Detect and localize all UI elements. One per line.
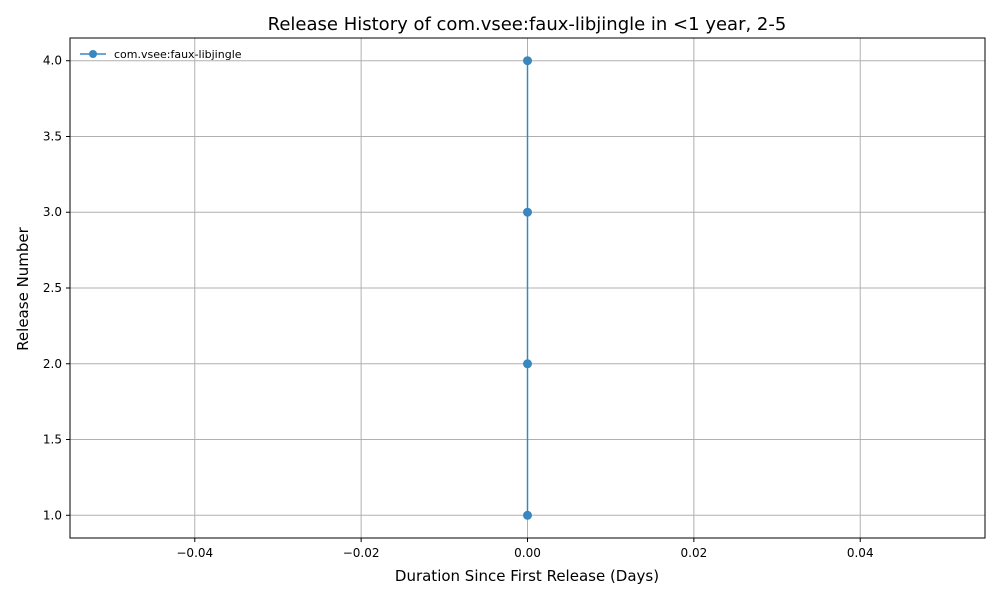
series-layer (523, 56, 532, 520)
data-point (523, 359, 532, 369)
y-axis-ticks: 1.0 1.5 2.0 2.5 3.0 3.5 4.0 (43, 54, 70, 522)
data-point (523, 207, 532, 217)
x-tick-label: 0.04 (847, 546, 874, 560)
x-axis-ticks: −0.04 −0.02 0.00 0.02 0.04 (176, 538, 874, 560)
x-tick-label: −0.02 (343, 546, 380, 560)
legend-marker-swatch (89, 50, 97, 58)
x-tick-label: 0.02 (681, 546, 708, 560)
y-tick-label: 1.5 (43, 433, 62, 447)
legend-label: com.vsee:faux-libjingle (114, 48, 242, 61)
y-tick-label: 3.0 (43, 205, 62, 219)
y-tick-label: 4.0 (43, 54, 62, 68)
data-point (523, 510, 532, 520)
x-tick-label: −0.04 (176, 546, 213, 560)
x-axis-label: Duration Since First Release (Days) (395, 567, 659, 585)
y-axis-label: Release Number (14, 226, 32, 350)
y-tick-label: 1.0 (43, 508, 62, 522)
chart-title: Release History of com.vsee:faux-libjing… (268, 14, 787, 35)
x-tick-label: 0.00 (514, 546, 541, 560)
data-point (523, 56, 532, 66)
y-tick-label: 3.5 (43, 129, 62, 143)
y-tick-label: 2.5 (43, 281, 62, 295)
y-tick-label: 2.0 (43, 357, 62, 371)
legend: com.vsee:faux-libjingle (80, 48, 242, 61)
